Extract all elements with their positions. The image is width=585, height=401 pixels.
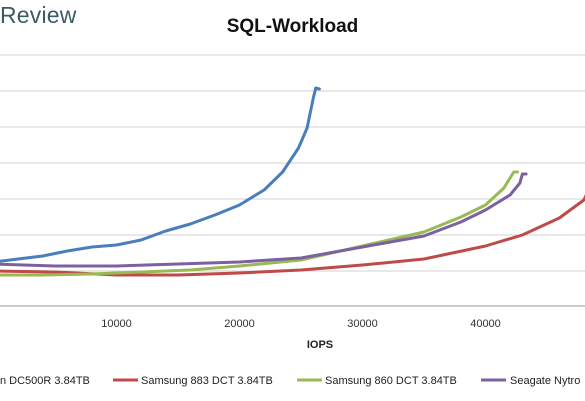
x-tick-label: 10000 [101,318,132,330]
x-axis-label: IOPS [306,339,334,351]
legend-label: Samsung 860 DCT 3.84TB [325,375,457,387]
chart-title: SQL-Workload [226,16,359,37]
legend-label: n DC500R 3.84TB [0,375,90,387]
x-tick-labels: 1000020000300004000050000 [101,318,501,330]
x-tick-label: 40000 [470,318,501,330]
gridlines [0,54,585,307]
x-tick-label: 30000 [347,318,378,330]
series-line [0,86,321,263]
series-line [0,194,585,277]
legend-label: Samsung 883 DCT 3.84TB [141,375,273,387]
legend-label: Seagate Nytro [510,375,580,387]
x-tick-label: 20000 [224,318,255,330]
series-line [0,172,528,268]
series-lines [0,86,585,277]
legend: n DC500R 3.84TB Samsung 883 DCT 3.84TB Sam… [0,375,580,387]
site-logo: Review [0,2,77,28]
